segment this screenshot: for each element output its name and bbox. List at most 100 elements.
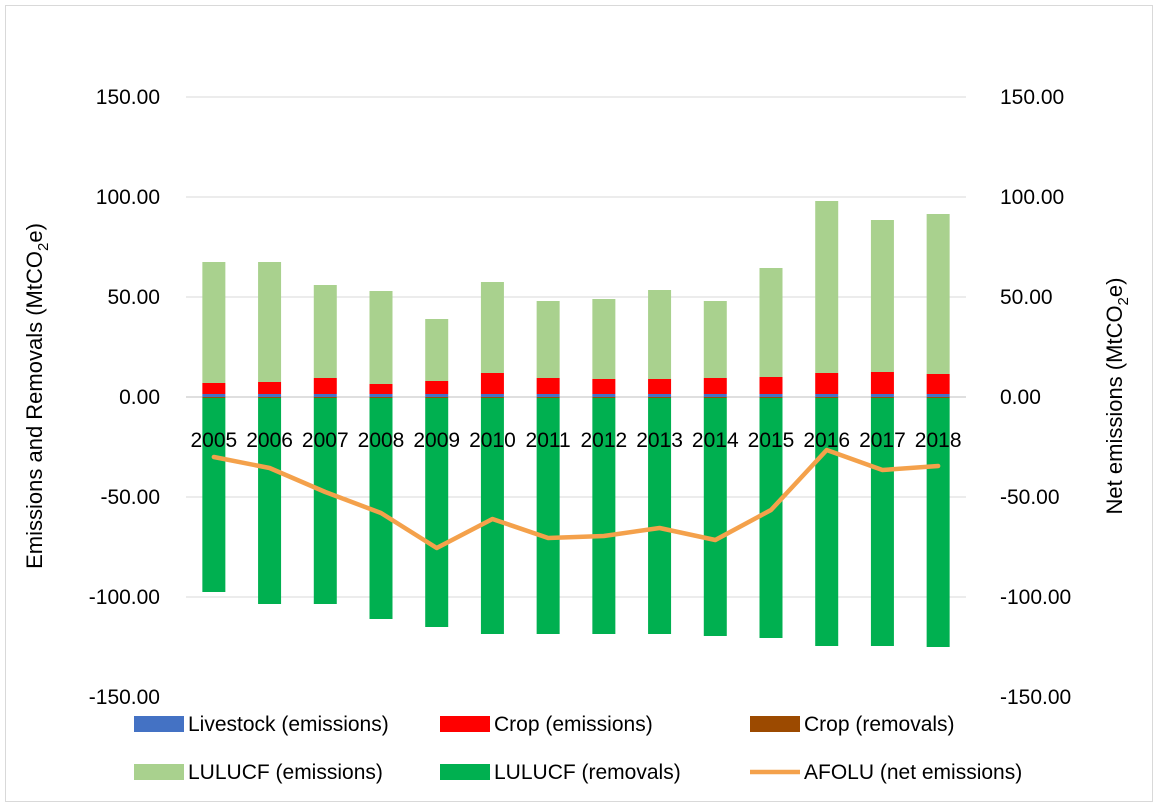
legend-label: Livestock (emissions): [188, 713, 389, 736]
bar-crop-emissions-2016: [815, 373, 839, 394]
bar-lulucf-emissions-2012: [592, 299, 616, 379]
x-tick-label: 2007: [302, 429, 349, 452]
bars: [202, 201, 950, 647]
x-tick-label: 2016: [803, 429, 850, 452]
legend-item: LULUCF (emissions): [134, 761, 383, 784]
y2-axis-title-subscript: 2: [1115, 297, 1132, 305]
bar-livestock-emissions-2017: [870, 394, 894, 397]
y-tick-label: -150.00: [89, 686, 160, 709]
legend-item: Livestock (emissions): [134, 713, 389, 736]
bar-crop-removals-2009: [425, 397, 449, 398]
bar-livestock-emissions-2005: [202, 394, 226, 397]
y-tick-label: 100.00: [96, 186, 160, 209]
bar-lulucf-emissions-2014: [703, 301, 727, 378]
y-axis-right: 150.00 100.00 50.00 0.00 -50.00 -100.00 -150.0…: [1000, 86, 1071, 709]
bar-lulucf-removals-2012: [592, 398, 616, 634]
bar-livestock-emissions-2013: [648, 394, 672, 397]
legend-label: AFOLU (net emissions): [804, 761, 1022, 784]
x-tick-label: 2011: [526, 429, 571, 452]
gridlines: [186, 96, 966, 598]
legend-item: Crop (removals): [750, 713, 955, 736]
bar-lulucf-emissions-2008: [369, 291, 393, 384]
bar-crop-removals-2016: [815, 397, 839, 398]
x-tick-label: 2017: [859, 429, 906, 452]
y2-tick-label: -150.00: [1000, 686, 1071, 709]
bar-crop-emissions-2006: [258, 382, 282, 394]
bar-crop-emissions-2012: [592, 379, 616, 394]
bar-lulucf-removals-2006: [258, 398, 282, 604]
bar-livestock-emissions-2007: [313, 394, 337, 397]
legend-swatch: [134, 764, 184, 780]
bar-lulucf-emissions-2009: [425, 319, 449, 381]
y-tick-label: -100.00: [89, 586, 160, 609]
bar-livestock-emissions-2018: [926, 394, 950, 397]
legend-item: LULUCF (removals): [440, 761, 681, 784]
legend-item: Crop (emissions): [440, 713, 653, 736]
bar-crop-emissions-2013: [648, 379, 672, 394]
x-tick-label: 2005: [190, 429, 237, 452]
x-tick-label: 2012: [580, 429, 627, 452]
legend-item: AFOLU (net emissions): [750, 761, 1022, 784]
bar-lulucf-removals-2011: [536, 398, 560, 634]
bar-crop-removals-2005: [202, 397, 226, 398]
afolu-net-emissions-line: [211, 447, 941, 551]
x-tick-label: 2015: [748, 429, 795, 452]
bar-crop-removals-2006: [258, 397, 282, 398]
bar-crop-removals-2017: [870, 397, 894, 398]
bar-crop-removals-2010: [480, 397, 504, 398]
y2-tick-label: 150.00: [1000, 86, 1064, 109]
bar-livestock-emissions-2015: [759, 394, 783, 397]
x-tick-label: 2006: [246, 429, 293, 452]
bar-crop-emissions-2008: [369, 384, 393, 394]
bar-crop-removals-2018: [926, 397, 950, 398]
bar-lulucf-removals-2009: [425, 398, 449, 627]
bar-lulucf-emissions-2016: [815, 201, 839, 373]
bar-livestock-emissions-2011: [536, 394, 560, 397]
bar-crop-emissions-2014: [703, 378, 727, 394]
legend: Livestock (emissions) Crop (emissions) Cro…: [134, 713, 1022, 784]
bar-crop-removals-2015: [759, 397, 783, 398]
bar-livestock-emissions-2016: [815, 394, 839, 397]
y2-tick-label: 0.00: [1000, 386, 1041, 409]
bar-livestock-emissions-2008: [369, 394, 393, 397]
bar-crop-removals-2012: [592, 397, 616, 398]
bar-crop-removals-2014: [703, 397, 727, 398]
legend-label: LULUCF (emissions): [188, 761, 383, 784]
bar-crop-emissions-2017: [870, 372, 894, 394]
bar-lulucf-emissions-2015: [759, 268, 783, 377]
x-tick-label: 2009: [413, 429, 460, 452]
bar-crop-emissions-2015: [759, 377, 783, 394]
bar-crop-emissions-2007: [313, 378, 337, 394]
x-tick-label: 2010: [469, 429, 516, 452]
legend-label: Crop (removals): [804, 713, 955, 736]
bar-lulucf-emissions-2011: [536, 301, 560, 378]
bar-lulucf-removals-2010: [480, 398, 504, 634]
x-tick-label: 2013: [636, 429, 683, 452]
y-tick-label: 50.00: [107, 286, 160, 309]
chart-area: [5, 5, 1153, 802]
bar-lulucf-removals-2013: [648, 398, 672, 634]
bar-lulucf-removals-2005: [202, 398, 226, 592]
y2-axis-title: Net emissions (MtCO2e): [1102, 278, 1132, 515]
x-tick-label: 2018: [915, 429, 962, 452]
bar-lulucf-removals-2014: [703, 398, 727, 636]
bar-lulucf-emissions-2017: [870, 220, 894, 372]
bar-livestock-emissions-2010: [480, 394, 504, 397]
bar-crop-emissions-2011: [536, 378, 560, 394]
bar-lulucf-emissions-2018: [926, 214, 950, 374]
bar-crop-removals-2013: [648, 397, 672, 398]
net-emissions-line: [211, 447, 941, 551]
bar-lulucf-emissions-2006: [258, 262, 282, 382]
bar-crop-emissions-2005: [202, 383, 226, 394]
y-axis-left: 150.00 100.00 50.00 0.00 -50.00 -100.00 -150.0…: [89, 86, 160, 709]
legend-swatch: [134, 716, 184, 732]
bar-lulucf-emissions-2010: [480, 282, 504, 373]
bar-lulucf-emissions-2013: [648, 290, 672, 379]
bar-lulucf-removals-2017: [870, 398, 894, 646]
legend-label: Crop (emissions): [494, 713, 653, 736]
bar-crop-removals-2007: [313, 397, 337, 398]
legend-swatch: [440, 764, 490, 780]
y2-tick-label: -50.00: [1000, 486, 1060, 509]
bar-crop-removals-2008: [369, 397, 393, 398]
